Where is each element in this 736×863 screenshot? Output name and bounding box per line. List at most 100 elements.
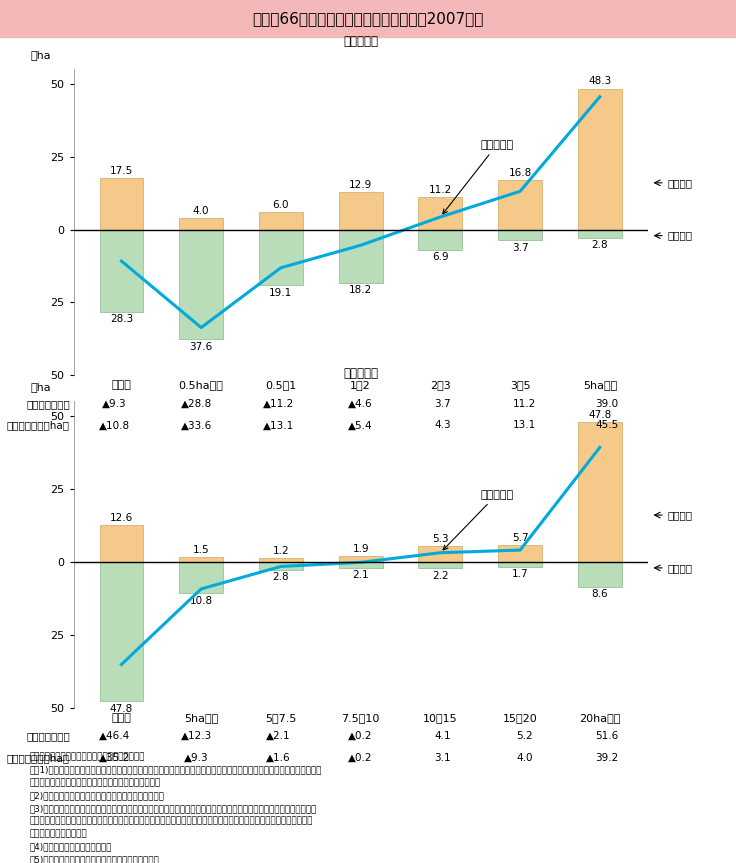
Bar — [578, 422, 622, 562]
Bar — [578, 89, 622, 230]
Text: 6.9: 6.9 — [432, 252, 449, 262]
Text: 10.8: 10.8 — [190, 595, 213, 606]
Text: ▲4.6: ▲4.6 — [348, 399, 373, 409]
Bar — [578, 562, 622, 587]
Text: 13.1: 13.1 — [513, 420, 537, 431]
Bar — [419, 230, 462, 249]
Text: 譲受面積: 譲受面積 — [668, 510, 693, 520]
Text: 千ha: 千ha — [31, 50, 52, 60]
Text: 1.5: 1.5 — [193, 545, 210, 555]
Bar — [498, 230, 542, 240]
Text: 譲受面積: 譲受面積 — [668, 178, 693, 188]
Text: 47.8: 47.8 — [110, 703, 133, 714]
Bar — [180, 230, 223, 339]
Text: 4.0: 4.0 — [517, 753, 533, 763]
Bar — [339, 562, 383, 568]
Text: ▲12.3: ▲12.3 — [181, 731, 212, 741]
Text: 2.1: 2.1 — [353, 570, 369, 580]
Bar — [339, 557, 383, 562]
Bar — [180, 562, 223, 593]
Text: ▲9.3: ▲9.3 — [184, 753, 209, 763]
Text: 3.1: 3.1 — [434, 753, 451, 763]
Text: 1.7: 1.7 — [512, 569, 528, 579]
Bar — [498, 545, 542, 562]
Bar — [578, 230, 622, 237]
Bar — [180, 217, 223, 230]
Text: 譲渡面積: 譲渡面積 — [668, 563, 693, 573]
Bar — [99, 230, 144, 312]
Text: 5.2: 5.2 — [517, 731, 533, 741]
Text: 純集積率（％）: 純集積率（％） — [26, 731, 70, 741]
Text: 譲渡面積: 譲渡面積 — [668, 230, 693, 241]
Text: 純移動面積（千ha）: 純移動面積（千ha） — [7, 420, 70, 431]
Bar — [180, 557, 223, 562]
Text: ▲5.4: ▲5.4 — [348, 420, 373, 431]
Text: 純移動面積: 純移動面積 — [443, 489, 514, 550]
Text: 3.7: 3.7 — [434, 399, 451, 409]
Text: 4.1: 4.1 — [434, 731, 451, 741]
Text: 純集積率（％）: 純集積率（％） — [26, 399, 70, 409]
Text: 2.2: 2.2 — [432, 570, 449, 581]
Bar — [339, 192, 383, 230]
Text: 51.6: 51.6 — [595, 731, 618, 741]
Text: 39.2: 39.2 — [595, 753, 618, 763]
Text: ▲13.1: ▲13.1 — [263, 420, 294, 431]
Text: 11.2: 11.2 — [513, 399, 537, 409]
Bar — [259, 212, 302, 230]
Text: 5.3: 5.3 — [432, 534, 449, 544]
Text: 39.0: 39.0 — [595, 399, 618, 409]
Bar — [99, 562, 144, 702]
Bar — [99, 525, 144, 562]
Bar — [259, 558, 302, 562]
Bar — [259, 230, 302, 286]
Bar — [419, 197, 462, 230]
Text: （都府県）: （都府県） — [343, 35, 378, 47]
Text: 純移動面積: 純移動面積 — [443, 140, 514, 214]
Text: 純移動面積（千ha）: 純移動面積（千ha） — [7, 753, 70, 763]
Text: （北海道）: （北海道） — [343, 367, 378, 380]
Text: 11.2: 11.2 — [429, 185, 452, 194]
Text: ▲0.2: ▲0.2 — [348, 731, 373, 741]
Text: 28.3: 28.3 — [110, 314, 133, 324]
Text: 47.8: 47.8 — [588, 410, 612, 420]
Text: 図３－66　経営規模別の農地集積状況（2007年）: 図３－66 経営規模別の農地集積状況（2007年） — [252, 11, 484, 26]
Text: 16.8: 16.8 — [509, 168, 531, 178]
Text: 4.3: 4.3 — [434, 420, 451, 431]
Text: 45.5: 45.5 — [595, 420, 618, 431]
Text: 1.2: 1.2 — [272, 546, 289, 556]
Text: 48.3: 48.3 — [588, 76, 612, 86]
Text: 6.0: 6.0 — [272, 199, 289, 210]
Text: 2.8: 2.8 — [592, 240, 608, 250]
Text: 18.2: 18.2 — [349, 285, 372, 295]
Text: 資料：農林水産省「土地管理情報収集分析調査」
注：1)譲受面積及び譲渡面積は、「農地法」及び「農業経営基盤強化促進法」による自作地有償所有権移転（交換を除く）
: 資料：農林水産省「土地管理情報収集分析調査」 注：1)譲受面積及び譲渡面積は、「… — [29, 753, 322, 863]
Bar — [419, 546, 462, 562]
Text: ▲2.1: ▲2.1 — [266, 731, 291, 741]
Text: ▲11.2: ▲11.2 — [263, 399, 294, 409]
Text: 千ha: 千ha — [31, 382, 52, 392]
Bar — [339, 230, 383, 282]
Text: 1.9: 1.9 — [353, 544, 369, 554]
Text: 2.8: 2.8 — [272, 572, 289, 583]
Text: 8.6: 8.6 — [592, 589, 608, 599]
Text: 17.5: 17.5 — [110, 166, 133, 176]
Text: ▲33.6: ▲33.6 — [181, 420, 212, 431]
Text: ▲10.8: ▲10.8 — [99, 420, 130, 431]
Text: ▲35.2: ▲35.2 — [99, 753, 130, 763]
Text: 3.7: 3.7 — [512, 243, 528, 253]
Text: 4.0: 4.0 — [193, 205, 210, 216]
Text: 12.6: 12.6 — [110, 513, 133, 523]
Bar — [498, 180, 542, 230]
Text: ▲9.3: ▲9.3 — [102, 399, 127, 409]
Bar — [419, 562, 462, 568]
Bar — [498, 562, 542, 567]
Text: ▲28.8: ▲28.8 — [181, 399, 212, 409]
Text: ▲1.6: ▲1.6 — [266, 753, 291, 763]
Text: 12.9: 12.9 — [349, 180, 372, 190]
Text: 37.6: 37.6 — [190, 342, 213, 351]
Text: ▲0.2: ▲0.2 — [348, 753, 373, 763]
Text: 5.7: 5.7 — [512, 532, 528, 543]
Bar — [99, 179, 144, 230]
Text: 19.1: 19.1 — [269, 287, 292, 298]
Text: ▲46.4: ▲46.4 — [99, 731, 130, 741]
Bar — [259, 562, 302, 570]
